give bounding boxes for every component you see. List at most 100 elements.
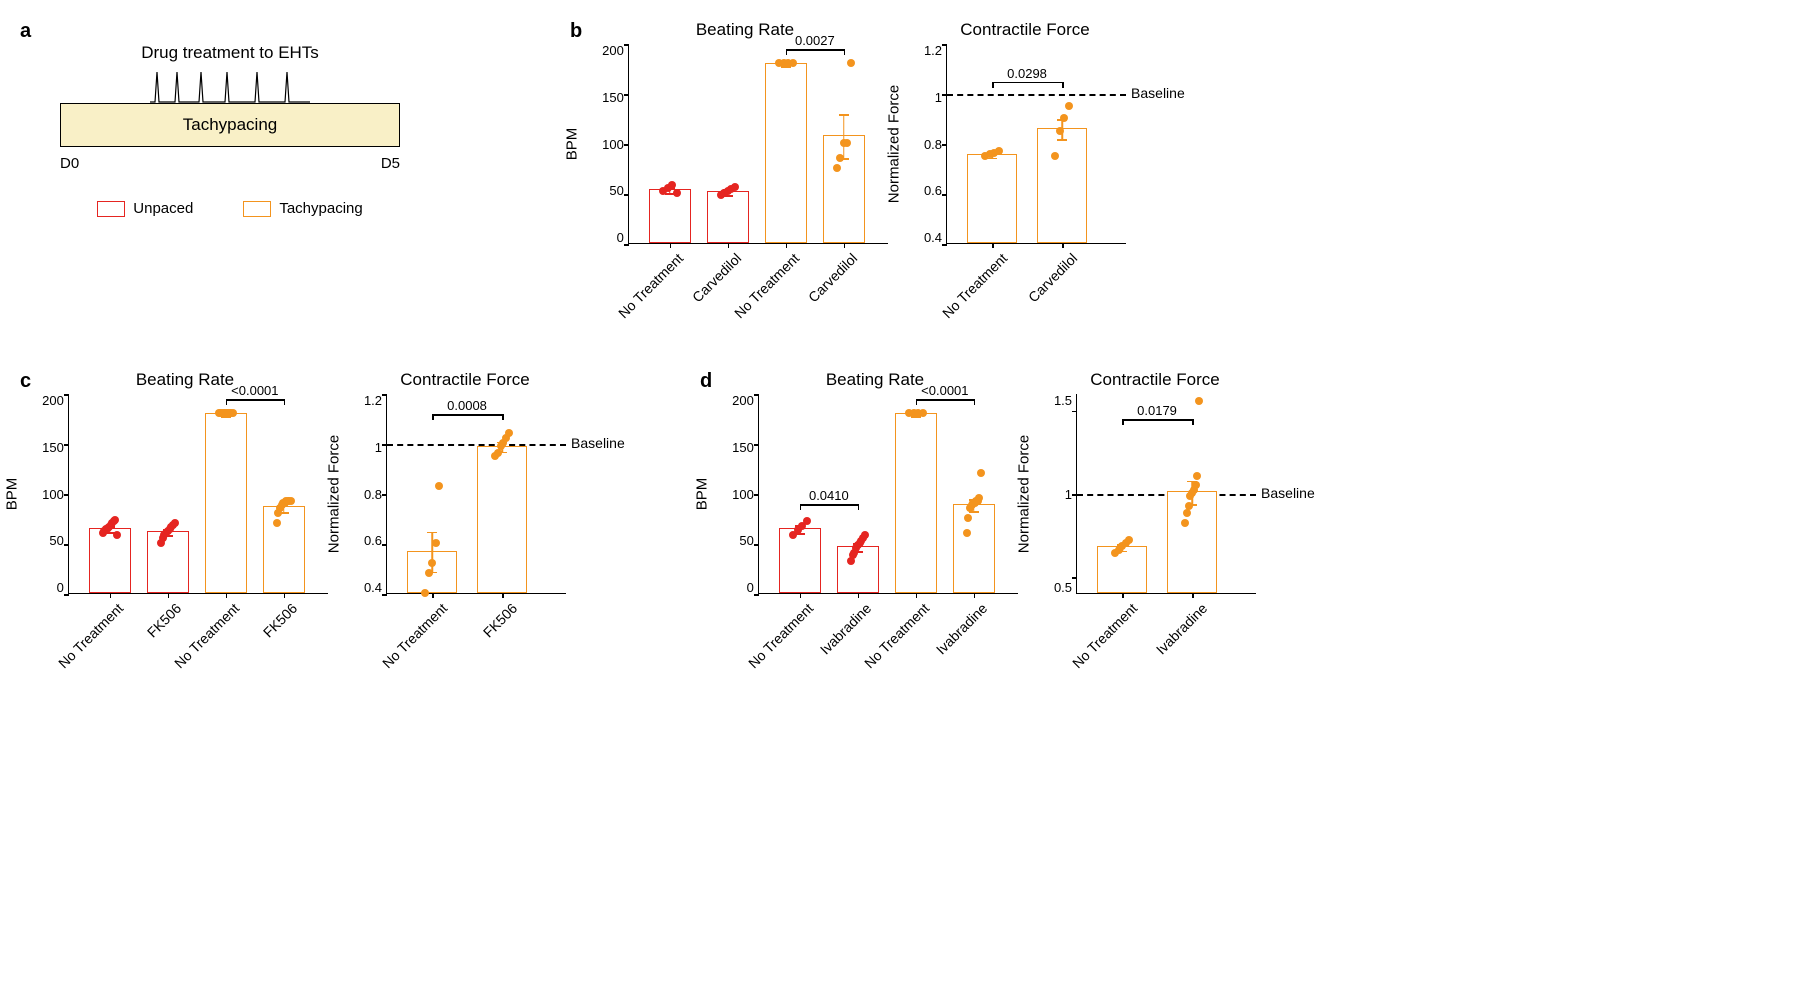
panel-b-rate-chart-ytick: 150: [602, 91, 624, 104]
panel-d-rate-chart-plot: 0.0410<0.0001: [758, 394, 1018, 594]
panel-c-rate-chart-point: [229, 409, 237, 417]
panel-b-rate-chart-xtick-label: Carvedilol: [805, 250, 860, 305]
panel-c-charts: Beating RateBPM200150100500<0.0001No Tre…: [40, 370, 570, 690]
panel-b-rate-chart-point: [673, 189, 681, 197]
panel-b-rate-chart-xtick-label: No Treatment: [615, 250, 686, 321]
panel-c-rate-chart-sig-label: <0.0001: [231, 383, 278, 398]
panel-b-rate-chart-ytick: 50: [609, 184, 623, 197]
panel-c-force-chart-xtick-label: No Treatment: [379, 600, 450, 671]
panel-c-rate-chart-xtick-label: No Treatment: [55, 600, 126, 671]
panel-c-rate-chart-bar: [205, 413, 247, 593]
panel-d-force-chart-ytick: 0.5: [1054, 581, 1072, 594]
panel-d-force-chart-xtick-label: No Treatment: [1069, 600, 1140, 671]
panel-c-rate-chart-bar: [89, 528, 131, 593]
panel-b-force-chart-title: Contractile Force: [960, 20, 1089, 40]
panel-c-force-chart-point: [425, 569, 433, 577]
panel-d-rate-chart-point: [803, 517, 811, 525]
panel-d-rate-chart-xticks: No TreatmentIvabradineNo TreatmentIvabra…: [760, 600, 1020, 690]
panel-c-rate-chart: Beating RateBPM200150100500<0.0001No Tre…: [40, 370, 330, 690]
panel-d-rate-chart-sig-label: <0.0001: [921, 383, 968, 398]
panel-b-force-chart-point: [1056, 127, 1064, 135]
panel-c: c Beating RateBPM200150100500<0.0001No T…: [40, 370, 570, 690]
panel-c-rate-chart-plot: <0.0001: [68, 394, 328, 594]
panel-c-force-chart-ytick: 0.6: [364, 534, 382, 547]
panel-d-rate-chart-bar: [779, 528, 821, 593]
panel-c-rate-chart-bar: [147, 531, 189, 593]
panel-c-rate-chart-ytick: 0: [57, 581, 64, 594]
panel-c-rate-chart-ytick: 100: [42, 488, 64, 501]
panel-d-rate-chart-ytick: 50: [739, 534, 753, 547]
panel-d-rate-chart-point: [963, 529, 971, 537]
panel-c-rate-chart-point: [273, 519, 281, 527]
panel-d-force-chart-point: [1181, 519, 1189, 527]
panel-c-force-chart-xtick-label: FK506: [480, 600, 520, 640]
d-end: D5: [381, 155, 400, 172]
panel-d-force-chart-point: [1195, 397, 1203, 405]
panel-d-force-chart-baseline-label: Baseline: [1261, 485, 1315, 501]
panel-c-force-chart-point: [432, 539, 440, 547]
panel-c-force-chart-bar: [477, 446, 527, 594]
row-top: a Drug treatment to EHTs Tachypacing D0 …: [20, 20, 1780, 340]
panel-d-rate-chart-title: Beating Rate: [826, 370, 924, 390]
panel-d-rate-chart-point: [964, 514, 972, 522]
panel-b-force-chart-ytick: 0.4: [924, 231, 942, 244]
panel-b-force-chart-ytick: 1.2: [924, 44, 942, 57]
panel-c-force-chart-ytick: 1.2: [364, 394, 382, 407]
panel-b-force-chart-point: [1060, 114, 1068, 122]
panel-b-force-chart-plotwrap: Normalized Force1.210.80.60.4Baseline0.0…: [924, 44, 1126, 244]
figure: a Drug treatment to EHTs Tachypacing D0 …: [20, 20, 1780, 690]
panel-c-rate-chart-title: Beating Rate: [136, 370, 234, 390]
panel-b-rate-chart-ylabel: BPM: [564, 128, 581, 161]
panel-c-rate-chart-point: [287, 497, 295, 505]
panel-c-rate-chart-point: [111, 516, 119, 524]
panel-b-rate-chart-bar: [649, 189, 691, 243]
panel-d-force-chart-sig-label: 0.0179: [1137, 403, 1177, 418]
swatch-unpaced: [97, 201, 125, 217]
panel-b-rate-chart-point: [836, 154, 844, 162]
panel-d-rate-chart-ytick: 0: [747, 581, 754, 594]
panel-d-force-chart-point: [1185, 502, 1193, 510]
panel-d-force-chart-plotwrap: Normalized Force1.510.5Baseline0.0179: [1054, 394, 1256, 594]
panel-b-force-chart-point: [1065, 102, 1073, 110]
panel-d-rate-chart-bar: [953, 504, 995, 593]
panel-d-force-chart-bar: [1097, 546, 1147, 593]
panel-a-letter: a: [20, 20, 31, 42]
panel-c-force-chart-sig-label: 0.0008: [447, 398, 487, 413]
panel-d-force-chart-xtick-label: Ivabradine: [1153, 600, 1211, 658]
panel-d-force-chart-plot: Baseline0.0179: [1076, 394, 1256, 594]
panel-d-rate-chart-ytick: 100: [732, 488, 754, 501]
panel-d-rate-chart-xtick-label: No Treatment: [745, 600, 816, 671]
panel-b-charts: Beating RateBPM2001501005000.0027No Trea…: [600, 20, 1130, 340]
panel-c-rate-chart-bar: [263, 506, 305, 593]
panel-b-rate-chart-point: [789, 59, 797, 67]
panel-b-rate-chart-ytick: 200: [602, 44, 624, 57]
panel-d-charts: Beating RateBPM2001501005000.0410<0.0001…: [730, 370, 1260, 690]
panel-d-force-chart-xticks: No TreatmentIvabradine: [1080, 600, 1260, 690]
panel-d-force-chart-ylabel: Normalized Force: [1015, 435, 1032, 553]
panel-c-force-chart-point: [421, 589, 429, 597]
panel-b-force-chart-point: [995, 147, 1003, 155]
panel-b-rate-chart-point: [833, 164, 841, 172]
panel-c-rate-chart-point: [113, 531, 121, 539]
panel-c-force-chart-ytick: 1: [375, 441, 382, 454]
panel-c-rate-chart-xtick-label: FK506: [144, 600, 184, 640]
panel-d-rate-chart-xtick-label: Ivabradine: [933, 600, 991, 658]
spike-icon: [145, 66, 315, 104]
panel-b-force-chart-ytick: 0.8: [924, 138, 942, 151]
panel-d-force-chart-point: [1125, 536, 1133, 544]
panel-c-force-chart-ytick: 0.4: [364, 581, 382, 594]
panel-c-force-chart-title: Contractile Force: [400, 370, 529, 390]
panel-c-force-chart-xticks: No TreatmentFK506: [390, 600, 570, 690]
panel-b-rate-chart-point: [847, 59, 855, 67]
panel-b-force-chart-bar: [967, 154, 1017, 243]
panel-d-rate-chart-ytick: 150: [732, 441, 754, 454]
panel-c-rate-chart-ytick: 200: [42, 394, 64, 407]
panel-b-force-chart-ytick: 0.6: [924, 184, 942, 197]
panel-b-rate-chart-ytick: 100: [602, 138, 624, 151]
panel-c-force-chart-baseline-label: Baseline: [571, 435, 625, 451]
timeline-label: Tachypacing: [183, 115, 278, 135]
panel-b-rate-chart-xticks: No TreatmentCarvedilolNo TreatmentCarved…: [630, 250, 890, 340]
panel-d-letter: d: [700, 370, 712, 393]
panel-b-rate-chart-sig-label: 0.0027: [795, 33, 835, 48]
panel-d: d Beating RateBPM2001501005000.0410<0.00…: [730, 370, 1260, 690]
